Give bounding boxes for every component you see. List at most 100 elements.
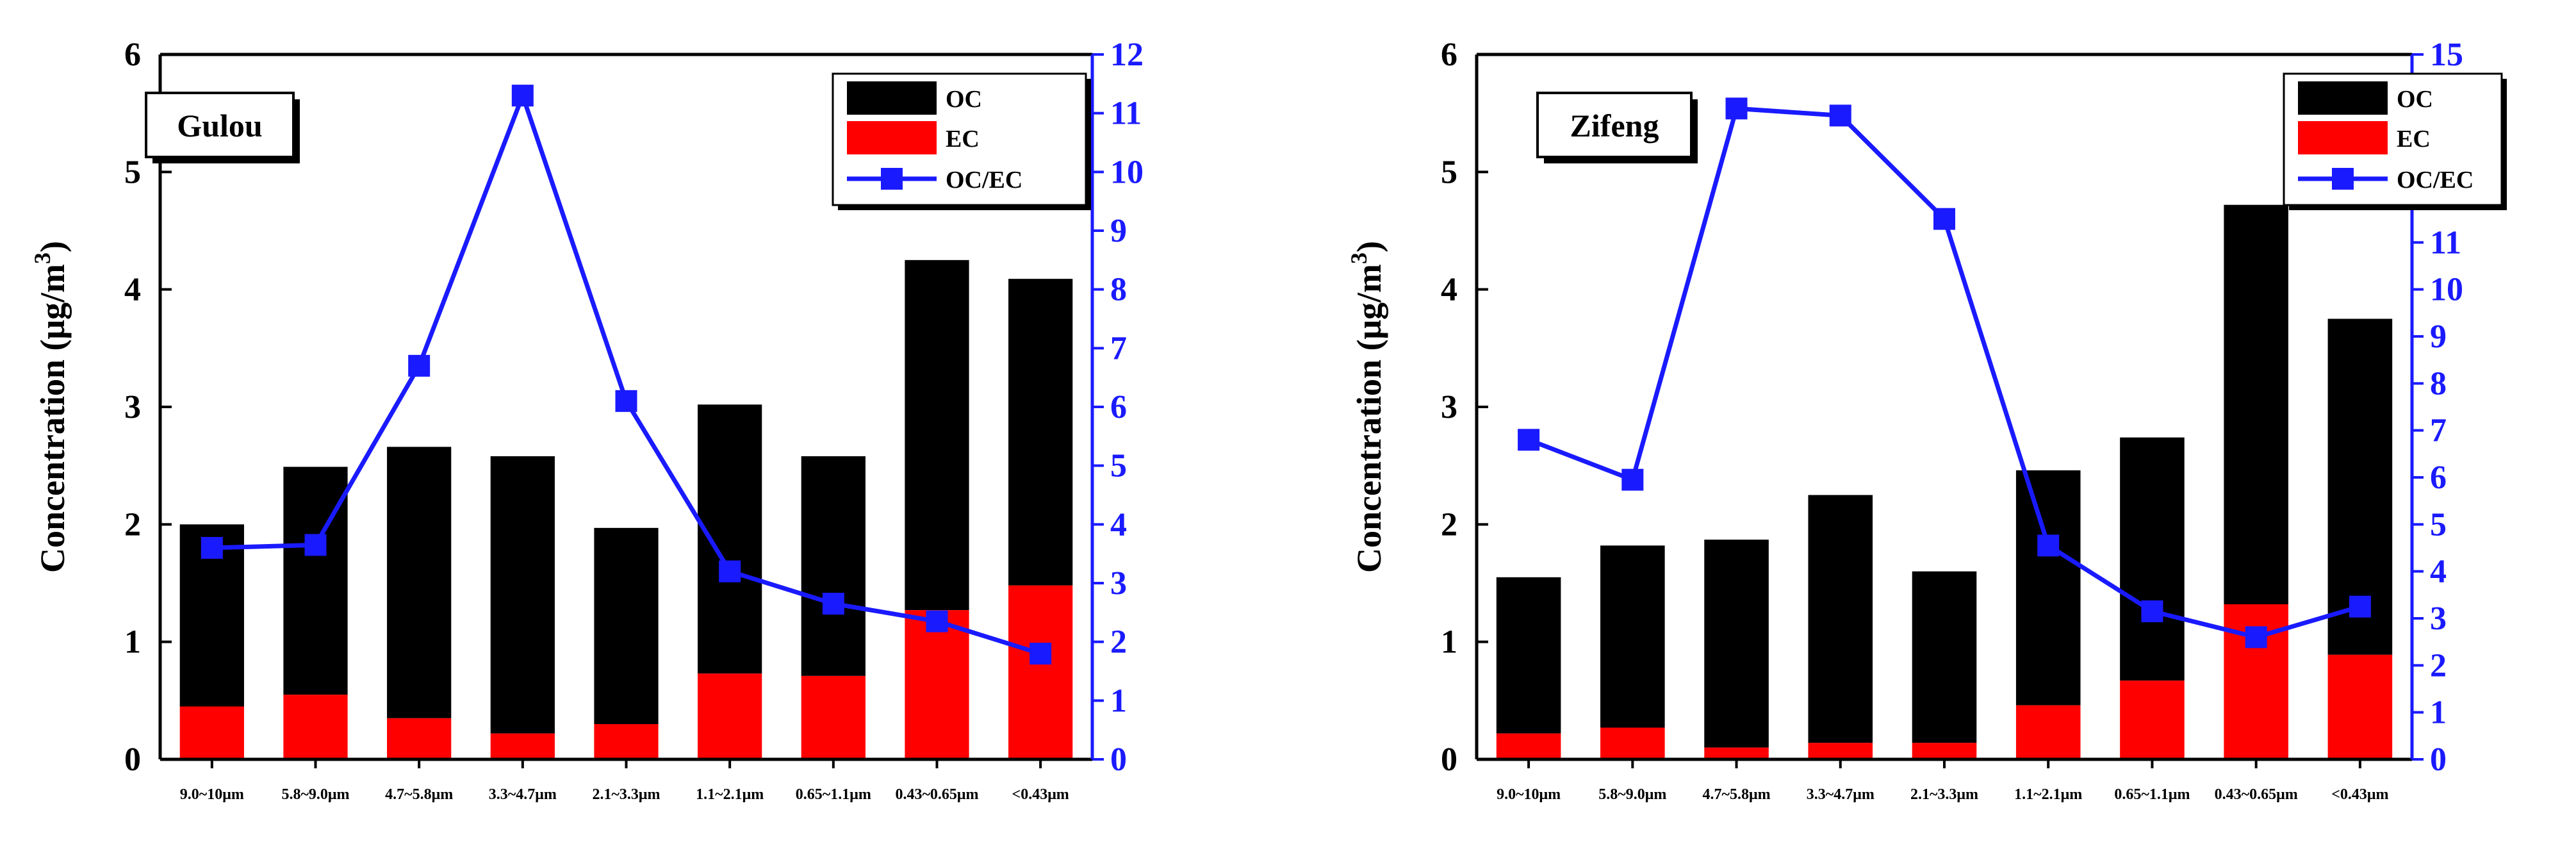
- oc-bar-8: [1008, 279, 1073, 586]
- ec-bar-0: [179, 706, 244, 759]
- y-tick-label: 6: [1441, 37, 1457, 73]
- ec-bar-8: [2327, 654, 2393, 759]
- y2-tick-label: 5: [2430, 506, 2447, 543]
- x-tick-label: 3.3~4.7μm: [1807, 786, 1875, 803]
- y-axis-title-end: ): [1350, 241, 1388, 252]
- oc-bar-6: [801, 456, 866, 676]
- oc-bar-0: [1496, 577, 1561, 734]
- y2-tick-label: 6: [2430, 459, 2447, 496]
- y2-tick-label: 0: [2430, 741, 2447, 778]
- oc-bar-2: [387, 447, 452, 718]
- y2-tick-label: 10: [2430, 272, 2463, 308]
- legend-ratio-label: OC/EC: [946, 167, 1022, 194]
- legend-ec-swatch: [2298, 121, 2388, 154]
- legend-ratio-marker: [881, 168, 903, 190]
- y2-tick-label: 2: [2430, 647, 2447, 684]
- y2-tick-label: 8: [1110, 272, 1127, 308]
- y-axis-title: Concentration (μg/m3): [1346, 241, 1388, 573]
- ratio-marker-7: [2245, 626, 2267, 648]
- ec-bar-7: [905, 610, 969, 759]
- x-tick-label: 0.43~0.65μm: [895, 786, 978, 803]
- ec-bar-3: [1808, 743, 1873, 759]
- y-tick-label: 6: [124, 37, 141, 73]
- ratio-marker-6: [2141, 600, 2163, 622]
- y-axis-title-superscript: 3: [29, 252, 55, 264]
- oc-bar-2: [1704, 540, 1769, 748]
- y2-tick-label: 1: [2430, 695, 2447, 731]
- x-tick-label: 0.65~1.1μm: [2114, 786, 2190, 803]
- ec-bar-4: [1912, 743, 1977, 759]
- x-tick-label: 9.0~10μm: [180, 786, 244, 803]
- y-axis-title-end: ): [33, 241, 72, 252]
- y-tick-label: 4: [1441, 272, 1457, 308]
- ec-bar-1: [1600, 727, 1665, 759]
- site-label-box: [145, 92, 295, 158]
- ratio-marker-1: [304, 534, 327, 556]
- ratio-marker-2: [408, 354, 431, 377]
- x-tick-label: 1.1~2.1μm: [2014, 786, 2082, 803]
- legend-oc-label: OC: [946, 86, 982, 113]
- y2-tick-label: 6: [1110, 389, 1127, 425]
- zifeng-chart: 012345601234567891011121314159.0~10μm5.8…: [1346, 37, 2507, 803]
- ratio-marker-4: [1933, 208, 1955, 230]
- y-axis-title-main: Concentration (μg/m: [33, 264, 72, 573]
- x-tick-label: 4.7~5.8μm: [385, 786, 453, 803]
- ec-bar-1: [283, 695, 348, 759]
- y-tick-label: 1: [1441, 624, 1457, 661]
- y2-tick-label: 5: [1110, 448, 1127, 484]
- y-axis-title: Concentration (μg/m3): [29, 241, 72, 573]
- oc-bar-5: [2015, 470, 2081, 706]
- site-label: Zifeng: [1570, 108, 1659, 144]
- y2-tick-label: 4: [1110, 506, 1127, 543]
- site-label: Gulou: [177, 108, 262, 144]
- legend-oc-swatch: [847, 81, 937, 115]
- ratio-marker-4: [615, 390, 637, 412]
- oc-bar-5: [698, 404, 762, 674]
- oc-bar-1: [1600, 545, 1665, 728]
- ec-bar-3: [490, 733, 555, 759]
- y-tick-label: 1: [124, 624, 141, 661]
- ratio-marker-0: [1518, 429, 1540, 451]
- oc-bar-3: [1808, 495, 1873, 743]
- y-tick-label: 3: [1441, 389, 1457, 425]
- ratio-marker-8: [1030, 643, 1052, 665]
- y-tick-label: 5: [124, 154, 141, 190]
- y2-tick-label: 15: [2430, 37, 2463, 73]
- x-tick-label: <0.43μm: [2331, 786, 2388, 803]
- ratio-marker-1: [1621, 468, 1644, 491]
- legend-oc-label: OC: [2397, 86, 2433, 113]
- y-tick-label: 3: [124, 389, 141, 425]
- x-tick-label: 2.1~3.3μm: [592, 786, 660, 803]
- y2-tick-label: 11: [1110, 95, 1142, 132]
- ec-bar-8: [1008, 585, 1073, 759]
- x-tick-label: 2.1~3.3μm: [1910, 786, 1978, 803]
- ec-bar-5: [2015, 705, 2081, 759]
- y-tick-label: 4: [124, 272, 141, 308]
- y-axis-title-superscript: 3: [1346, 252, 1372, 264]
- y2-tick-label: 3: [1110, 565, 1127, 602]
- x-tick-label: 5.8~9.0μm: [281, 786, 349, 803]
- legend-ratio-marker: [2332, 168, 2354, 190]
- y-tick-label: 0: [1441, 741, 1457, 778]
- oc-bar-3: [490, 456, 555, 734]
- ratio-marker-6: [822, 593, 844, 615]
- legend-ec-swatch: [847, 121, 937, 154]
- x-tick-label: 3.3~4.7μm: [489, 786, 557, 803]
- ratio-marker-3: [1829, 104, 1851, 127]
- x-tick-label: 4.7~5.8μm: [1703, 786, 1771, 803]
- oc-bar-7: [905, 260, 969, 611]
- ratio-marker-0: [201, 537, 223, 559]
- legend-ec-label: EC: [2397, 126, 2431, 153]
- y2-tick-label: 9: [2430, 318, 2447, 355]
- y-tick-label: 0: [124, 741, 141, 778]
- oc-bar-4: [1912, 571, 1977, 743]
- ratio-marker-7: [926, 610, 948, 632]
- y2-tick-label: 0: [1110, 741, 1127, 778]
- y2-tick-label: 7: [2430, 413, 2447, 449]
- ec-bar-2: [1704, 747, 1769, 759]
- ratio-marker-5: [2037, 534, 2060, 557]
- legend-oc-swatch: [2298, 81, 2388, 115]
- y-tick-label: 2: [124, 506, 141, 543]
- y2-tick-label: 3: [2430, 600, 2447, 637]
